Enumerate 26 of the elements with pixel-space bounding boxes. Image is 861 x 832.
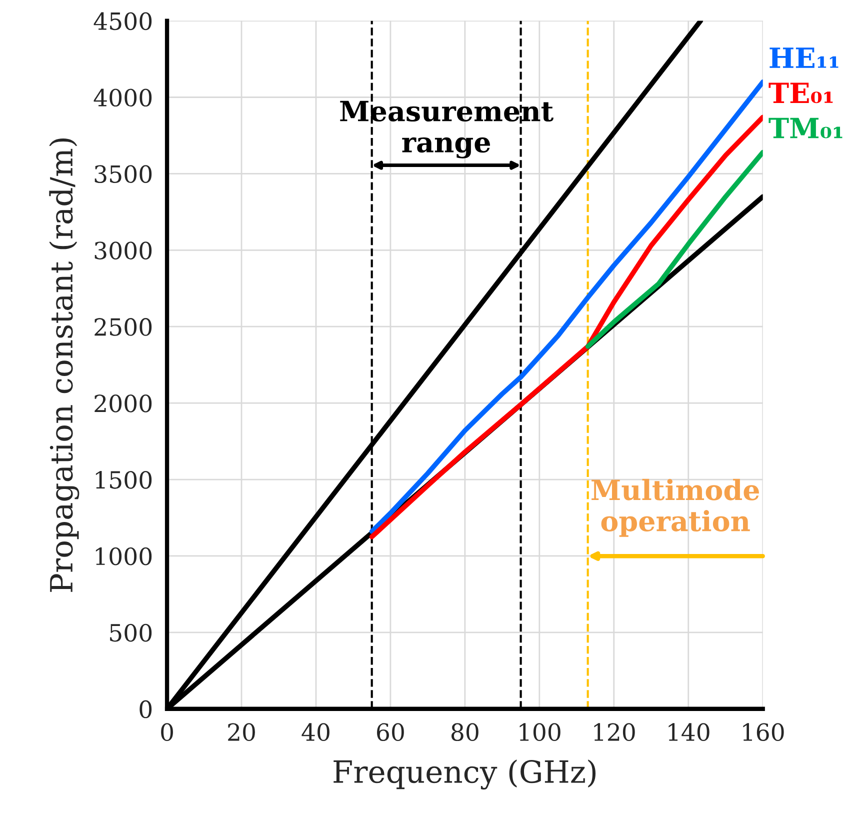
y-tick-label: 3000 [94, 242, 152, 260]
y-tick-label: 1500 [96, 470, 152, 489]
y-tick-label: 0 [140, 700, 152, 718]
x-tick-label: 20 [228, 723, 255, 742]
annotation: Multimode operation [592, 478, 760, 537]
y-tick-label: 500 [110, 624, 152, 642]
annotation: Measurement range [340, 100, 554, 158]
series-label: HE₁₁ [770, 48, 838, 68]
x-tick-label: 120 [594, 723, 635, 742]
series-label: TM₀₁ [768, 118, 842, 138]
x-tick-label: 0 [161, 723, 173, 742]
y-tick-label: 4000 [94, 88, 152, 107]
y-axis-title: Propagation constant (rad/m) [49, 138, 80, 592]
x-axis-title: Frequency (GHz) [334, 759, 596, 790]
y-tick-label: 2500 [94, 318, 152, 336]
series-label: TE₀₁ [768, 82, 833, 104]
x-tick-label: 80 [451, 723, 478, 742]
x-tick-label: 160 [743, 723, 784, 742]
x-tick-label: 60 [377, 723, 404, 742]
y-tick-label: 2000 [94, 394, 152, 412]
y-tick-label: 4500 [94, 12, 152, 30]
y-tick-label: 3500 [94, 165, 152, 184]
x-tick-label: 40 [302, 723, 330, 742]
x-tick-label: 100 [520, 723, 560, 742]
x-tick-label: 140 [668, 723, 710, 742]
y-tick-label: 1000 [96, 547, 152, 566]
